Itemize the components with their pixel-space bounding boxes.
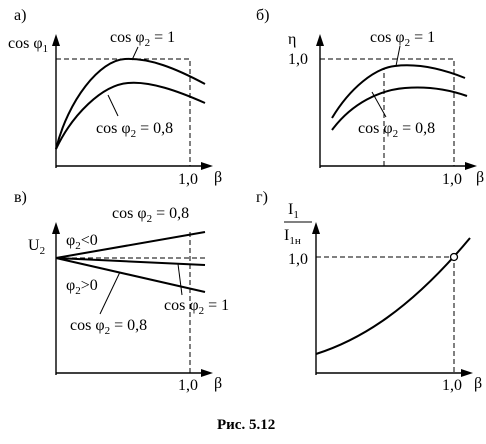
panel-g-y-den: I1н [284,227,301,247]
panel-a-label-cos1: cos φ2 = 1 [110,29,175,49]
panel-g-y-tick: 1,0 [288,251,308,268]
panel-v-curve-bottom [55,257,206,293]
panel-b-leader-cos08 [371,91,387,118]
panel-a-x-tick: 1,0 [178,171,198,188]
panel-v-leader-mid [177,263,183,296]
panel-b-ref-lines [320,58,455,166]
panel-g-letter: г) [256,189,268,206]
panel-v-y-arrow [52,222,60,234]
panel-a-letter: а) [14,7,26,24]
panel-b: б) η β 1,0 1,0 cos φ2 = 1 cos φ2 = 0,8 [256,7,484,188]
panel-v-x-label: β [214,375,222,392]
figure-caption: Рис. 5.12 [217,417,275,433]
panel-g-x-label: β [474,375,482,392]
panel-a-y-label: cos φ1 [8,35,48,55]
panel-g-x-tick: 1,0 [442,377,462,394]
panel-v-curve-mid [55,257,206,266]
panel-v-region-lower: φ2>0 [66,277,98,297]
panel-b-y-arrow [316,34,324,46]
panel-g-y-arrow [312,222,320,234]
panel-g-curve [315,237,471,355]
panel-g-y-num: I1 [288,201,299,221]
panel-v-y-label: U2 [28,237,45,257]
panel-v-x-arrow [201,369,213,377]
panel-g-rated-point [449,252,459,262]
panel-b-y-tick: 1,0 [288,51,308,68]
panel-b-x-label: β [476,169,484,186]
panel-a-curve-cos1 [55,57,206,150]
panel-v-label-mid: cos φ2 = 1 [164,297,229,317]
panel-v-x-tick: 1,0 [178,377,198,394]
panel-a-x-arrow [201,162,213,170]
panel-a-y-arrow [52,34,60,46]
panel-b-y-label: η [288,31,296,48]
panel-a-ref-lines [56,58,191,166]
panel-b-x-tick: 1,0 [442,171,462,188]
panel-a: а) cos φ1 β 1,0 cos φ2 = 1 cos φ2 = 0,8 [8,7,222,188]
panel-a-curve-cos08 [55,81,206,150]
panel-a-leader-cos08 [107,94,119,117]
panel-g-x-arrow [461,369,473,377]
panel-a-leader-cos1 [131,46,139,61]
panel-g-ref-lines [316,256,455,373]
panel-g: г) I1 I1н β 1,0 1,0 [256,189,482,394]
panel-v-curve-top [55,231,206,259]
panel-v: в) U2 β 1,0 cos φ2 = 0,8 φ2<0 φ2>0 cos φ… [14,189,229,394]
panel-b-curve-cos1 [331,64,466,119]
panel-v-label-bottom: cos φ2 = 0,8 [70,317,147,337]
panel-a-label-cos08: cos φ2 = 0,8 [96,120,173,140]
panel-v-region-upper: φ2<0 [66,232,98,252]
panel-b-x-arrow [465,162,477,170]
panel-b-leader-cos1 [395,45,401,67]
panel-v-leader-bottom [99,271,121,315]
panel-a-x-label: β [214,169,222,186]
panel-b-curve-cos08 [331,86,468,131]
panel-v-letter: в) [14,189,27,206]
panel-b-letter: б) [256,7,269,24]
panel-v-label-top: cos φ2 = 0,8 [112,205,189,225]
panel-b-label-cos08: cos φ2 = 0,8 [358,120,435,140]
panel-b-label-cos1: cos φ2 = 1 [370,29,435,49]
